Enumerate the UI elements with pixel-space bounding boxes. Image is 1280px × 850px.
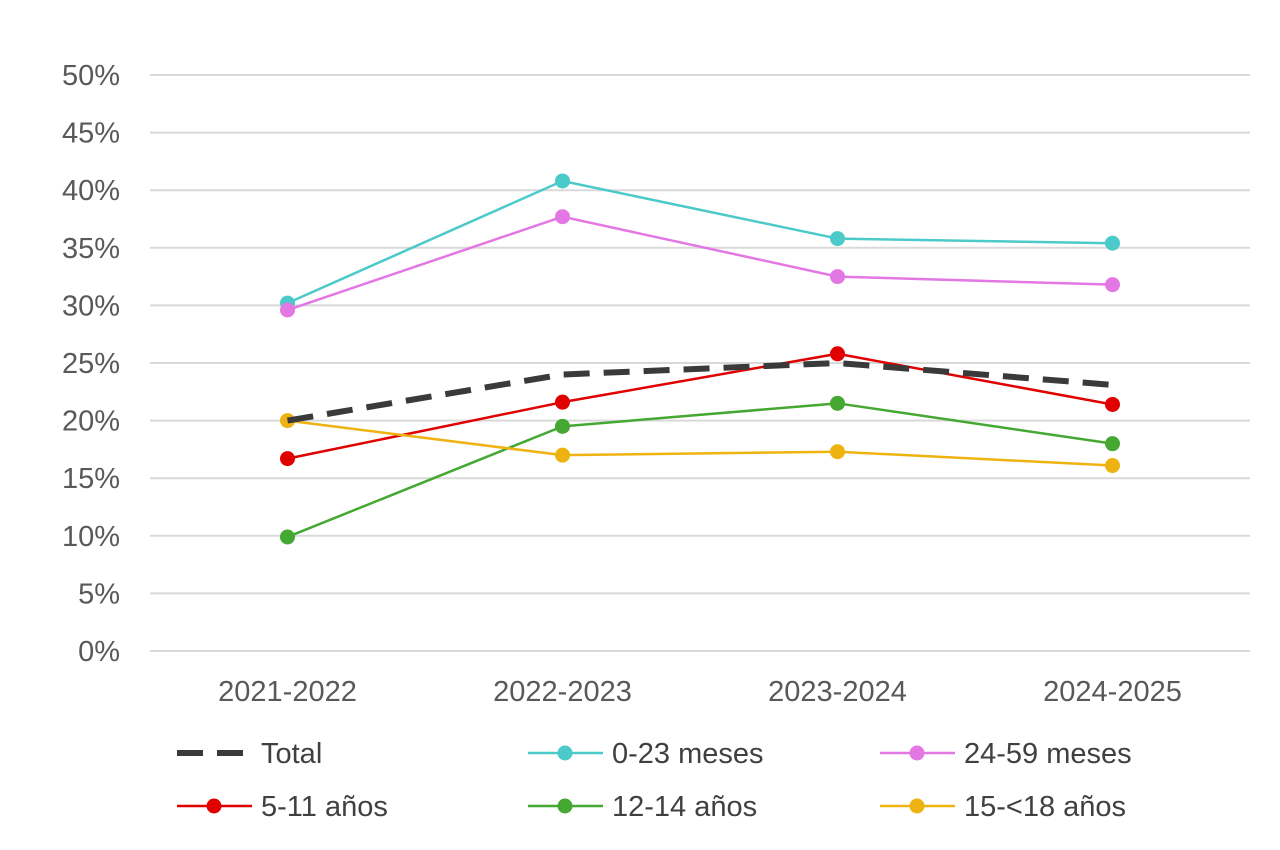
data-point — [830, 444, 845, 460]
legend-marker — [557, 745, 573, 761]
y-tick-label: 20% — [62, 406, 120, 438]
data-point — [1105, 277, 1120, 293]
x-tick-label: 2021-2022 — [218, 676, 357, 708]
series-3 — [280, 346, 1120, 467]
series-line — [286, 179, 1113, 305]
y-tick-label: 35% — [62, 233, 120, 265]
y-tick-label: 10% — [62, 521, 120, 553]
series-line — [287, 402, 1113, 539]
legend: Total 0-23 meses 24-59 meses 5-11 años 12-14… — [177, 738, 1132, 823]
data-point — [280, 302, 295, 318]
data-point — [555, 173, 570, 189]
x-tick-label: 2024-2025 — [1043, 676, 1182, 708]
data-point — [555, 394, 570, 410]
legend-item: 15-<18 años — [880, 791, 1126, 823]
y-axis-ticks: 0% 5% 10% 15% 20% 25% 30% 35% 40% 45% 50% — [62, 60, 120, 668]
data-point — [1105, 458, 1120, 474]
legend-label: 12-14 años — [612, 791, 757, 823]
legend-marker — [909, 745, 925, 761]
y-tick-label: 50% — [62, 60, 120, 92]
data-point — [555, 209, 570, 225]
y-tick-label: 0% — [78, 636, 120, 668]
y-tick-label: 5% — [78, 578, 120, 610]
series-4 — [280, 395, 1120, 545]
y-tick-label: 40% — [62, 175, 120, 207]
series-5 — [280, 413, 1120, 474]
series-1 — [280, 173, 1120, 311]
data-point — [555, 447, 570, 463]
data-point — [830, 231, 845, 247]
series-line — [287, 352, 1113, 460]
legend-item: 5-11 años — [177, 791, 388, 823]
y-tick-label: 15% — [62, 463, 120, 495]
data-point — [1105, 436, 1120, 452]
series-0 — [287, 360, 1113, 424]
legend-label: 15-<18 años — [964, 791, 1126, 823]
data-point — [1105, 396, 1120, 412]
data-point — [830, 269, 845, 285]
legend-marker — [557, 798, 573, 814]
y-tick-label: 30% — [62, 290, 120, 322]
legend-item: 24-59 meses — [880, 738, 1132, 770]
data-point — [280, 529, 295, 545]
legend-label: 5-11 años — [261, 791, 388, 823]
legend-label: Total — [261, 738, 322, 770]
gridlines — [150, 74, 1250, 652]
data-point — [830, 395, 845, 411]
legend-label: 0-23 meses — [612, 738, 764, 770]
series-line — [287, 215, 1113, 312]
series-line — [287, 360, 1113, 424]
legend-marker — [206, 798, 222, 814]
series-line — [287, 419, 1113, 467]
legend-item: Total — [177, 738, 322, 770]
legend-item: 12-14 años — [528, 791, 757, 823]
x-tick-label: 2023-2024 — [768, 676, 907, 708]
series-2 — [280, 209, 1120, 318]
legend-label: 24-59 meses — [964, 738, 1132, 770]
series-lines — [280, 173, 1120, 545]
data-point — [280, 451, 295, 467]
legend-marker — [909, 798, 925, 814]
x-axis-ticks: 2021-2022 2022-2023 2023-2024 2024-2025 — [218, 676, 1182, 708]
data-point — [555, 418, 570, 434]
y-tick-label: 45% — [62, 118, 120, 150]
legend-item: 0-23 meses — [528, 738, 764, 770]
y-tick-label: 25% — [62, 348, 120, 380]
data-point — [1105, 235, 1120, 251]
x-tick-label: 2022-2023 — [493, 676, 632, 708]
data-point — [830, 346, 845, 362]
